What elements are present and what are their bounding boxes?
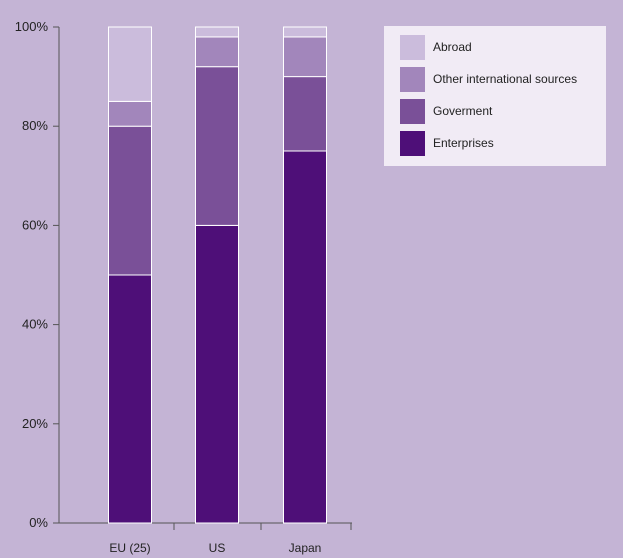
legend-label-abroad: Abroad	[433, 40, 472, 54]
y-tick-label: 20%	[22, 416, 48, 431]
legend-item-other-international: Other international sources	[400, 66, 577, 92]
bars	[108, 26, 327, 524]
y-tick-label: 60%	[22, 217, 48, 232]
bar-segment	[108, 274, 152, 524]
legend-label-goverment: Goverment	[433, 104, 493, 118]
x-category-label: EU (25)	[109, 541, 150, 555]
y-tick-label: 0%	[29, 515, 48, 530]
legend-swatch-abroad	[400, 34, 425, 60]
y-tick-label: 40%	[22, 317, 48, 332]
legend-item-abroad: Abroad	[400, 34, 472, 60]
bar-segment	[108, 100, 152, 127]
y-tick-label: 100%	[15, 19, 49, 34]
bar-segment	[195, 36, 239, 68]
legend-swatch-goverment	[400, 98, 425, 124]
legend-swatch-enterprises	[400, 130, 425, 156]
y-tick-label: 80%	[22, 118, 48, 133]
bar-segment	[195, 66, 239, 226]
legend-swatch-other-international	[400, 66, 425, 92]
bar-segment	[283, 76, 327, 152]
legend: Abroad Other international sources Gover…	[384, 26, 606, 166]
bar-segment	[108, 125, 152, 276]
bar-segment	[283, 36, 327, 78]
legend-label-enterprises: Enterprises	[433, 136, 494, 150]
legend-item-enterprises: Enterprises	[400, 130, 494, 156]
legend-label-other-international: Other international sources	[433, 72, 578, 86]
legend-item-goverment: Goverment	[400, 98, 492, 124]
bar-segment	[283, 150, 327, 524]
bar-segment	[195, 26, 239, 38]
x-category-label: Japan	[289, 541, 322, 555]
x-category-label: US	[209, 541, 226, 555]
bar-segment	[283, 26, 327, 38]
labels: 0% 20% 40% 60% 80% 100% EU (25) US Japan	[15, 19, 322, 555]
bar-segment	[195, 224, 239, 524]
bar-segment	[108, 26, 152, 102]
